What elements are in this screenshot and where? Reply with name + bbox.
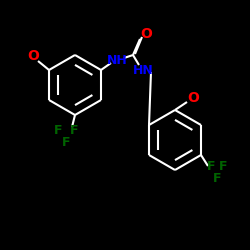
Text: O: O — [27, 49, 39, 63]
Text: HN: HN — [132, 64, 153, 76]
Text: O: O — [140, 27, 152, 41]
Text: O: O — [187, 91, 199, 105]
Text: F: F — [213, 172, 221, 186]
Text: F: F — [207, 160, 215, 173]
Text: F: F — [62, 136, 70, 149]
Text: NH: NH — [106, 54, 127, 66]
Text: F: F — [54, 124, 62, 138]
Text: F: F — [70, 124, 78, 138]
Text: F: F — [219, 160, 227, 173]
